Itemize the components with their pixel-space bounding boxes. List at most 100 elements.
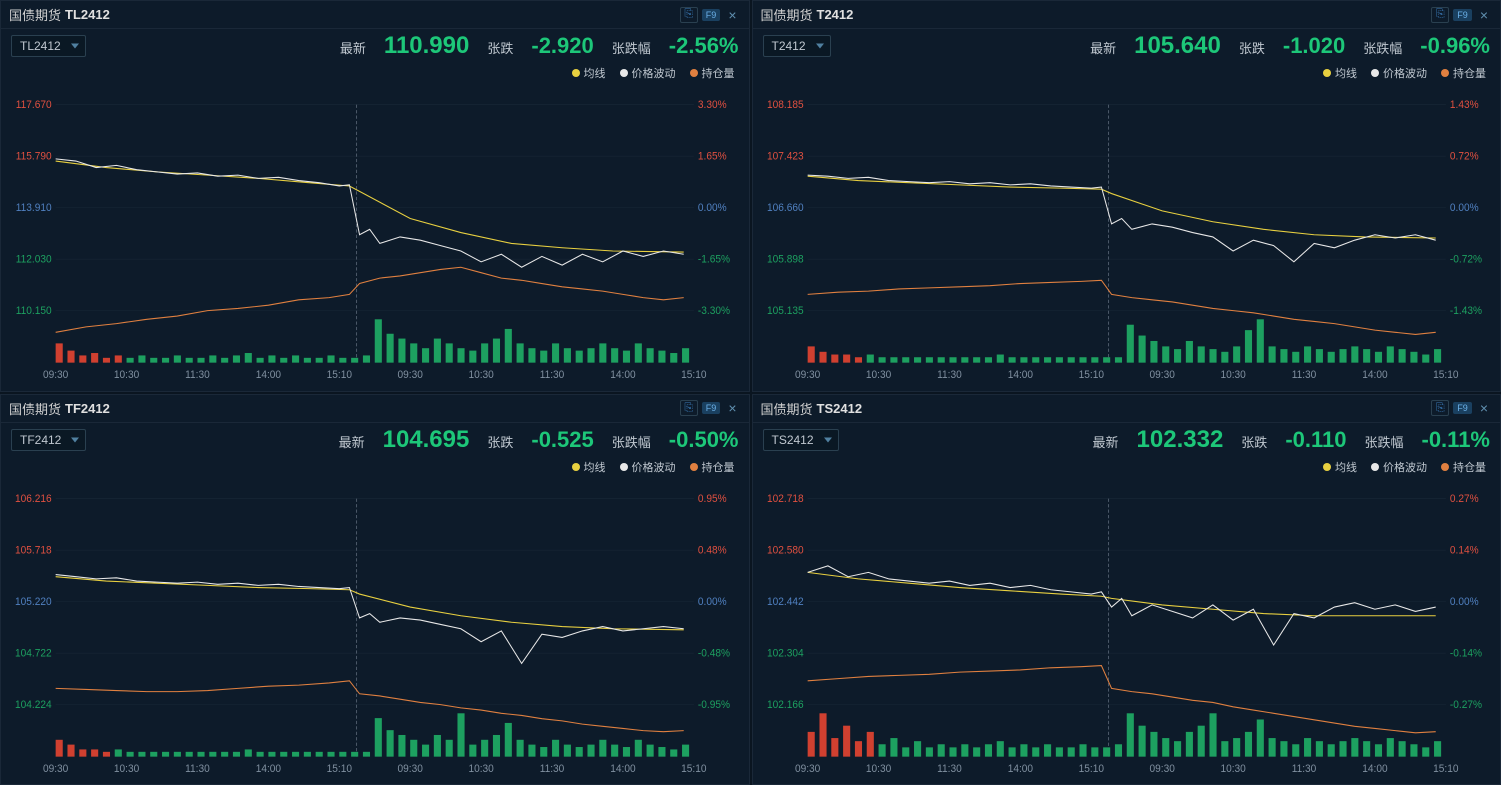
svg-text:14:00: 14:00 xyxy=(1362,763,1387,774)
svg-text:0.27%: 0.27% xyxy=(1449,493,1478,504)
svg-text:10:30: 10:30 xyxy=(1220,370,1245,381)
svg-text:14:00: 14:00 xyxy=(1362,370,1387,381)
svg-text:-0.95%: -0.95% xyxy=(698,699,730,710)
symbol-dropdown[interactable]: TL2412 xyxy=(11,35,86,57)
svg-text:09:30: 09:30 xyxy=(794,763,819,774)
panel-header: 国债期货TS2412⎘F9× xyxy=(753,395,1501,423)
symbol-dropdown[interactable]: T2412 xyxy=(763,35,831,57)
svg-text:-1.43%: -1.43% xyxy=(1449,306,1481,317)
chart-panel-tl2412: 国债期货TL2412⎘F9×TL2412最新110.990张跌-2.920张跌幅… xyxy=(0,0,750,392)
svg-text:-0.27%: -0.27% xyxy=(1449,699,1481,710)
legend-ma: 均线 xyxy=(572,65,606,81)
close-icon[interactable]: × xyxy=(724,400,740,416)
svg-text:102.718: 102.718 xyxy=(766,493,803,504)
svg-text:14:00: 14:00 xyxy=(1007,763,1032,774)
svg-text:11:30: 11:30 xyxy=(185,370,210,381)
change-pct-label: 张跌幅 xyxy=(612,432,651,451)
svg-text:115.790: 115.790 xyxy=(16,151,52,162)
legend-ma: 均线 xyxy=(572,459,606,475)
svg-text:0.48%: 0.48% xyxy=(698,545,727,556)
latest-value: 102.332 xyxy=(1137,426,1224,454)
svg-text:-0.72%: -0.72% xyxy=(1449,254,1481,265)
svg-text:3.30%: 3.30% xyxy=(698,100,727,111)
change-pct-value: -0.50% xyxy=(669,427,739,453)
f9-button[interactable]: F9 xyxy=(1453,9,1472,21)
svg-text:104.224: 104.224 xyxy=(15,699,52,710)
svg-text:09:30: 09:30 xyxy=(43,370,68,381)
svg-text:14:00: 14:00 xyxy=(610,763,635,774)
svg-text:102.442: 102.442 xyxy=(766,596,803,607)
legend: 均线价格波动持仓量 xyxy=(753,63,1501,83)
copy-icon[interactable]: ⎘ xyxy=(680,7,698,23)
legend-oi: 持仓量 xyxy=(1441,459,1486,475)
svg-text:15:10: 15:10 xyxy=(1433,370,1458,381)
svg-text:0.95%: 0.95% xyxy=(698,493,727,504)
chart-area[interactable]: 102.718102.580102.442102.304102.1660.27%… xyxy=(757,477,1497,781)
close-icon[interactable]: × xyxy=(1476,400,1492,416)
svg-text:15:10: 15:10 xyxy=(1433,763,1458,774)
close-icon[interactable]: × xyxy=(724,7,740,23)
svg-text:-3.30%: -3.30% xyxy=(698,306,730,317)
latest-value: 105.640 xyxy=(1134,32,1221,60)
change-value: -2.920 xyxy=(531,33,593,59)
close-icon[interactable]: × xyxy=(1476,7,1492,23)
copy-icon[interactable]: ⎘ xyxy=(680,400,698,416)
chart-area[interactable]: 106.216105.718105.220104.722104.2240.95%… xyxy=(5,477,745,781)
info-row: TS2412最新102.332张跌-0.110张跌幅-0.11% xyxy=(753,423,1501,457)
latest-label: 最新 xyxy=(340,38,366,57)
change-value: -0.525 xyxy=(531,427,593,453)
svg-text:106.660: 106.660 xyxy=(766,203,803,214)
chart-area[interactable]: 108.185107.423106.660105.898105.1351.43%… xyxy=(757,83,1497,387)
svg-text:108.185: 108.185 xyxy=(766,100,803,111)
svg-text:1.65%: 1.65% xyxy=(698,151,727,162)
panel-title: TF2412 xyxy=(65,401,110,416)
change-pct-label: 张跌幅 xyxy=(1363,38,1402,57)
panel-title-prefix: 国债期货 xyxy=(761,399,813,418)
svg-text:09:30: 09:30 xyxy=(398,370,423,381)
copy-icon[interactable]: ⎘ xyxy=(1431,400,1449,416)
change-value: -1.020 xyxy=(1283,33,1345,59)
svg-text:09:30: 09:30 xyxy=(1149,370,1174,381)
svg-text:09:30: 09:30 xyxy=(43,763,68,774)
panel-title-prefix: 国债期货 xyxy=(9,5,61,24)
latest-value: 104.695 xyxy=(383,426,470,454)
symbol-dropdown[interactable]: TS2412 xyxy=(763,429,839,451)
chart-area[interactable]: 117.670115.790113.910112.030110.1503.30%… xyxy=(5,83,745,387)
panel-title-prefix: 国债期货 xyxy=(761,5,813,24)
svg-text:15:10: 15:10 xyxy=(681,370,706,381)
f9-button[interactable]: F9 xyxy=(1453,402,1472,414)
change-label: 张跌 xyxy=(487,38,513,57)
svg-text:105.718: 105.718 xyxy=(15,545,52,556)
legend-ma: 均线 xyxy=(1323,65,1357,81)
latest-label: 最新 xyxy=(1093,432,1119,451)
svg-text:15:10: 15:10 xyxy=(1078,763,1103,774)
svg-text:-0.48%: -0.48% xyxy=(698,648,730,659)
svg-text:0.14%: 0.14% xyxy=(1449,545,1478,556)
svg-text:0.00%: 0.00% xyxy=(698,203,727,214)
svg-text:14:00: 14:00 xyxy=(610,370,635,381)
panel-title: TL2412 xyxy=(65,7,110,22)
latest-label: 最新 xyxy=(339,432,365,451)
legend-oi: 持仓量 xyxy=(690,65,735,81)
f9-button[interactable]: F9 xyxy=(702,9,721,21)
f9-button[interactable]: F9 xyxy=(702,402,721,414)
legend-oi: 持仓量 xyxy=(1441,65,1486,81)
svg-text:11:30: 11:30 xyxy=(1291,370,1316,381)
change-pct-label: 张跌幅 xyxy=(612,38,651,57)
symbol-dropdown[interactable]: TF2412 xyxy=(11,429,86,451)
svg-text:10:30: 10:30 xyxy=(1220,763,1245,774)
legend: 均线价格波动持仓量 xyxy=(1,63,749,83)
change-label: 张跌 xyxy=(487,432,513,451)
svg-text:106.216: 106.216 xyxy=(15,493,52,504)
svg-text:15:10: 15:10 xyxy=(1078,370,1103,381)
svg-text:112.030: 112.030 xyxy=(16,254,52,265)
svg-text:09:30: 09:30 xyxy=(398,763,423,774)
svg-text:15:10: 15:10 xyxy=(681,763,706,774)
copy-icon[interactable]: ⎘ xyxy=(1431,7,1449,23)
svg-text:11:30: 11:30 xyxy=(937,370,962,381)
svg-text:11:30: 11:30 xyxy=(185,763,210,774)
svg-text:102.580: 102.580 xyxy=(766,545,803,556)
svg-text:105.220: 105.220 xyxy=(15,596,52,607)
svg-text:-1.65%: -1.65% xyxy=(698,254,730,265)
legend-price: 价格波动 xyxy=(620,65,676,81)
